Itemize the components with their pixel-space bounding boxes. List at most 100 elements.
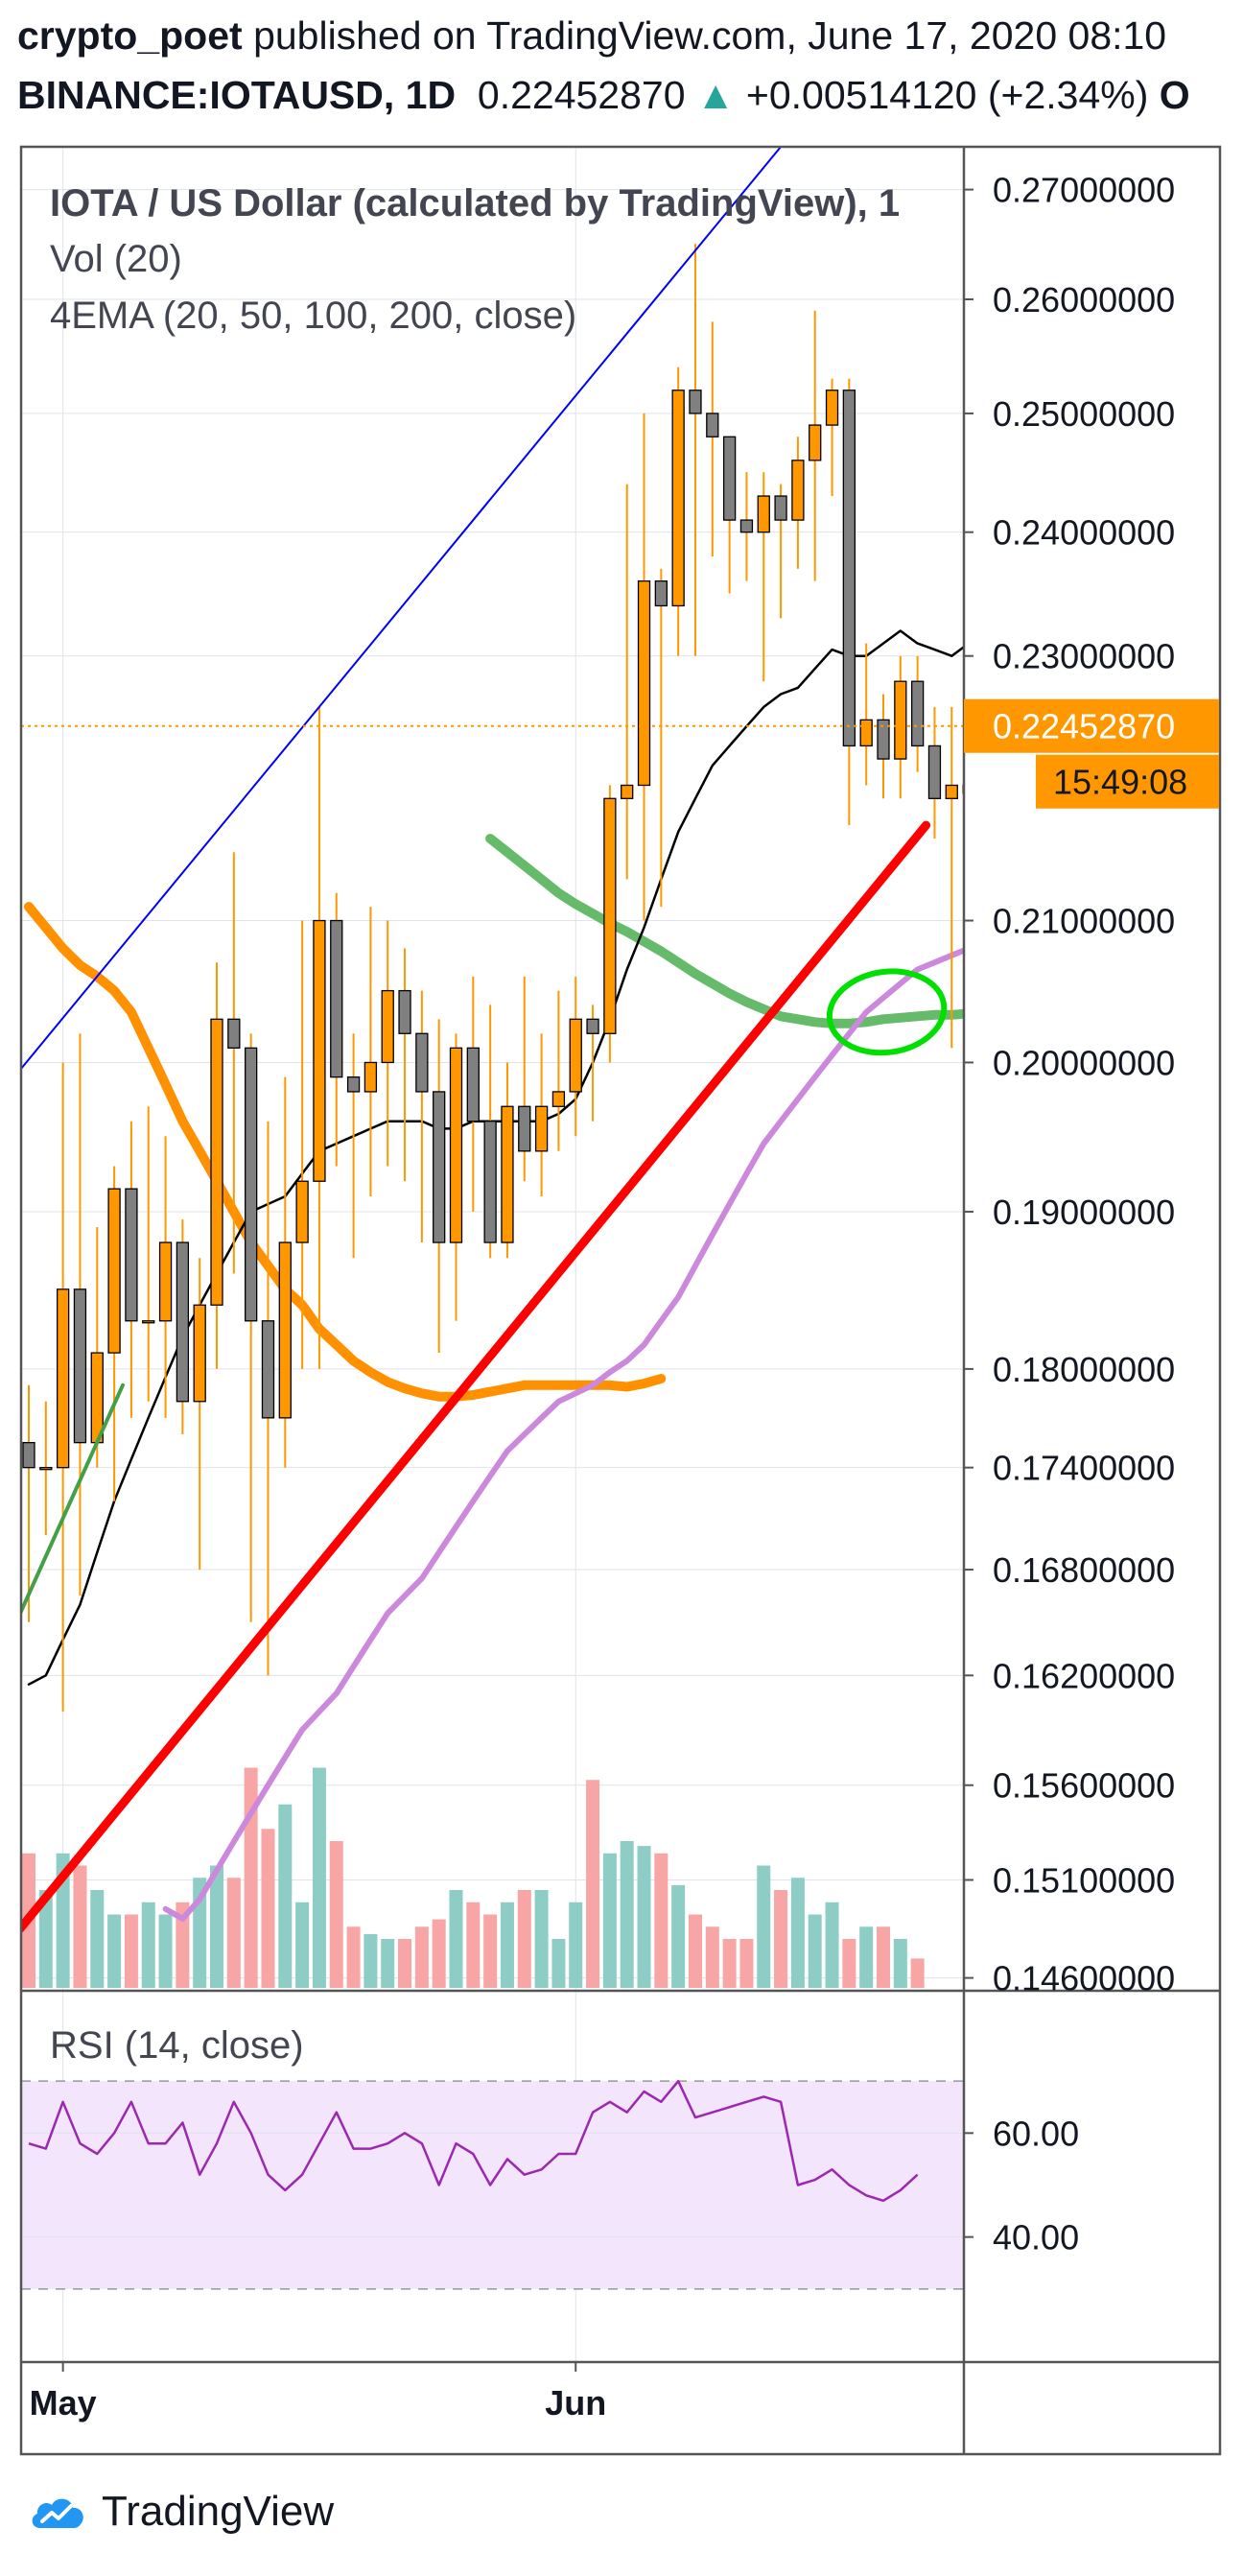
price-tick-label: 0.23000000 bbox=[993, 637, 1175, 676]
candle bbox=[739, 472, 754, 581]
outer-frame bbox=[19, 145, 1222, 2456]
price-tag-bg bbox=[964, 698, 1219, 753]
ema100-line bbox=[24, 902, 667, 1402]
volume-bar bbox=[774, 1890, 788, 1988]
candle-body bbox=[518, 1105, 531, 1152]
trendline-blue-resistance bbox=[21, 147, 783, 1071]
symbol-label: BINANCE:IOTAUSD, 1D bbox=[17, 73, 457, 117]
volume-bar bbox=[141, 1902, 155, 1988]
candle-body bbox=[551, 1091, 566, 1107]
trendline-red-support bbox=[21, 820, 931, 1933]
candle-body bbox=[483, 1121, 497, 1243]
tradingview-footer[interactable]: TradingView bbox=[29, 2485, 334, 2539]
candle bbox=[295, 920, 309, 1369]
volume-bar bbox=[500, 1902, 514, 1988]
candles bbox=[22, 244, 964, 1712]
volume-bar bbox=[158, 1914, 173, 1988]
rsi-tick-label: 40.00 bbox=[993, 2218, 1079, 2257]
volume-bar bbox=[107, 1914, 122, 1988]
candle-body bbox=[22, 1441, 35, 1469]
candle-body bbox=[346, 1075, 361, 1093]
candle bbox=[176, 1218, 190, 1435]
candle-body bbox=[621, 784, 634, 799]
volume-bar bbox=[842, 1939, 856, 1988]
candle bbox=[261, 1121, 275, 1676]
candle-body bbox=[910, 680, 925, 747]
candle-body bbox=[706, 413, 719, 437]
tradingview-cloud-icon bbox=[32, 2498, 83, 2528]
candle bbox=[245, 1033, 258, 1622]
volume-bar bbox=[569, 1902, 583, 1988]
volume-bar bbox=[261, 1829, 275, 1988]
candle bbox=[894, 655, 907, 799]
highlight-circle bbox=[826, 968, 948, 1056]
candle bbox=[398, 948, 411, 1182]
candle bbox=[945, 706, 958, 1049]
candle bbox=[22, 1384, 35, 1622]
candle bbox=[433, 1019, 446, 1354]
volume-bar bbox=[859, 1926, 874, 1988]
volume-bar bbox=[381, 1939, 395, 1988]
price-tick-label: 0.14600000 bbox=[993, 1959, 1175, 1998]
candle-body bbox=[722, 436, 737, 521]
volume-bar bbox=[176, 1902, 190, 1988]
candle bbox=[56, 1062, 70, 1712]
candle bbox=[501, 1062, 514, 1259]
candle bbox=[637, 413, 651, 921]
candle-body bbox=[381, 989, 394, 1064]
candle-body bbox=[671, 390, 685, 607]
candle bbox=[518, 976, 531, 1182]
candle bbox=[603, 785, 617, 1063]
candle bbox=[39, 1401, 53, 1536]
candle-body bbox=[73, 1288, 87, 1444]
author-name[interactable]: crypto_poet bbox=[17, 13, 243, 58]
header-line-2: BINANCE:IOTAUSD, 1D 0.22452870 ▲ +0.0051… bbox=[17, 71, 1190, 119]
candle-body bbox=[227, 1018, 241, 1049]
trendline-green-short bbox=[21, 1383, 126, 1616]
candle bbox=[346, 1033, 361, 1259]
candle-body bbox=[56, 1288, 70, 1469]
countdown-tag-value: 15:49:08 bbox=[1053, 763, 1187, 802]
chart-svg[interactable]: 0.27000000 0.26000000 0.25000000 0.24000000… bbox=[0, 0, 1243, 2480]
candle bbox=[809, 310, 822, 581]
rsi-line bbox=[28, 2079, 919, 2203]
volume-bar bbox=[877, 1926, 890, 1988]
candle bbox=[193, 1258, 206, 1571]
candle-body bbox=[501, 1105, 514, 1243]
candle-body bbox=[466, 1047, 480, 1123]
candle-body bbox=[295, 1180, 309, 1243]
candle bbox=[722, 436, 737, 594]
volume-bar bbox=[671, 1884, 686, 1988]
candle bbox=[551, 990, 566, 1151]
candle bbox=[415, 990, 429, 1243]
candle-body bbox=[689, 390, 702, 414]
candle-body bbox=[278, 1241, 292, 1419]
volume-bar bbox=[364, 1933, 378, 1988]
volume-bar bbox=[278, 1804, 293, 1988]
candle bbox=[466, 976, 480, 1212]
candle-body bbox=[927, 744, 942, 799]
candle bbox=[381, 920, 394, 1167]
volume-bar bbox=[312, 1767, 326, 1988]
price-tick-label: 0.20000000 bbox=[993, 1043, 1175, 1082]
candle-body bbox=[791, 460, 805, 521]
time-tick-label: Jun bbox=[545, 2383, 606, 2422]
candle bbox=[227, 852, 241, 1274]
candle-body bbox=[877, 719, 890, 760]
candle-body bbox=[261, 1320, 275, 1419]
volume-bar bbox=[551, 1939, 566, 1988]
candle bbox=[791, 437, 805, 569]
candle bbox=[825, 378, 839, 497]
candle-body bbox=[809, 424, 822, 461]
candle-body bbox=[39, 1467, 53, 1471]
volume-bar bbox=[705, 1926, 719, 1988]
price-tick-label: 0.16800000 bbox=[993, 1550, 1175, 1590]
rsi-tick-label: 60.00 bbox=[993, 2114, 1079, 2153]
candle-body bbox=[842, 390, 856, 747]
candle bbox=[278, 1076, 292, 1468]
volume-bar bbox=[517, 1890, 531, 1988]
price-tag-value: 0.22452870 bbox=[993, 707, 1175, 746]
volume-bar bbox=[910, 1958, 925, 1988]
volume-bar bbox=[449, 1890, 463, 1988]
candle bbox=[842, 378, 856, 826]
